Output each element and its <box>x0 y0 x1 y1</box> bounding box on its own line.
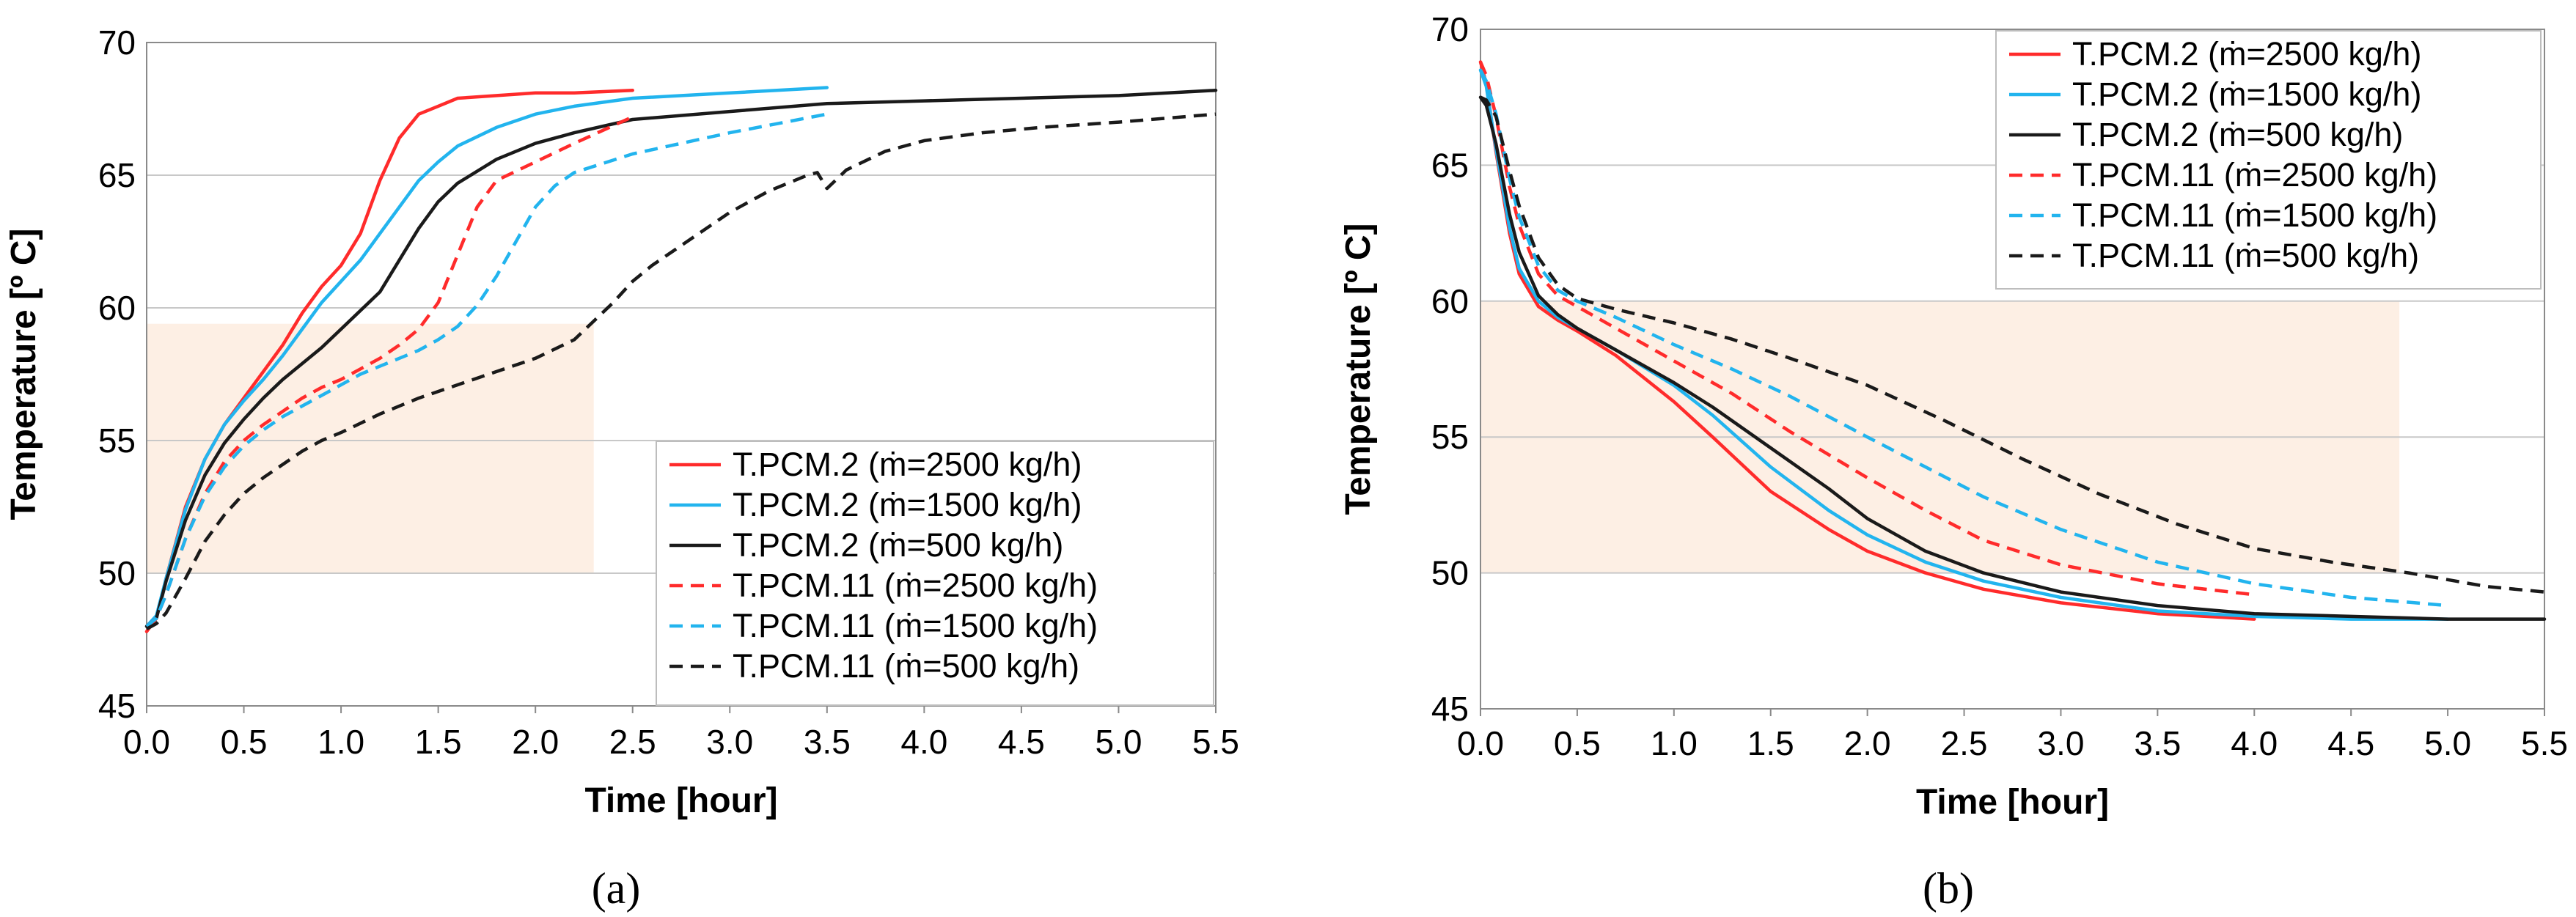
series-line-3 <box>144 88 1218 628</box>
legend: T.PCM.2 (ṁ=2500 kg/h)T.PCM.2 (ṁ=1500 kg/… <box>1995 30 2542 290</box>
panel-label-a: (a) <box>592 864 641 913</box>
shaded-region <box>147 323 594 573</box>
series-line-2 <box>144 86 829 628</box>
x-tick-label: 0.0 <box>123 723 170 761</box>
legend-box <box>656 441 1214 706</box>
legend-entry: T.PCM.11 (ṁ=2500 kg/h) <box>2072 156 2437 194</box>
y-axis-title: Temperature [º C] <box>1339 223 1378 515</box>
legend-entry: T.PCM.2 (ṁ=1500 kg/h) <box>2072 76 2421 113</box>
x-tick-label: 1.0 <box>318 723 364 761</box>
x-tick-label: 3.0 <box>2037 724 2084 762</box>
x-tick-label: 4.0 <box>2231 724 2278 762</box>
y-axis-title: Temperature [º C] <box>4 228 43 520</box>
legend-entry: T.PCM.2 (ṁ=1500 kg/h) <box>733 486 1082 523</box>
legend-entry: T.PCM.11 (ṁ=500 kg/h) <box>733 647 1079 685</box>
legend-entry: T.PCM.2 (ṁ=2500 kg/h) <box>2072 35 2421 73</box>
x-tick-label: 5.5 <box>2521 724 2568 762</box>
x-tick-label: 5.5 <box>1192 723 1239 761</box>
plot-frame <box>1480 29 2545 710</box>
x-axis-title: Time [hour] <box>584 781 777 820</box>
x-tick-label: 1.5 <box>1747 724 1794 762</box>
x-tick-label: 3.5 <box>804 723 851 761</box>
y-tick-label: 50 <box>1431 554 1469 592</box>
legend-entry: T.PCM.2 (ṁ=500 kg/h) <box>733 526 1063 564</box>
x-tick-label: 0.0 <box>1457 724 1504 762</box>
legend-entry: T.PCM.2 (ṁ=500 kg/h) <box>2072 116 2403 153</box>
x-tick-label: 1.0 <box>1651 724 1698 762</box>
x-tick-label: 1.5 <box>415 723 462 761</box>
x-tick-label: 2.5 <box>1941 724 1988 762</box>
legend-entry: T.PCM.11 (ṁ=1500 kg/h) <box>733 607 1098 644</box>
y-tick-label: 70 <box>98 23 136 62</box>
chart-a: 45 50 55 60 65 70 0.0 0.5 1.0 1.5 2.0 2.5 3.0 3.5 4.0 4… <box>4 23 1239 820</box>
chart-b: 45 50 55 60 65 70 0.0 0.5 1.0 1.5 2.0 2.5 3.0 3.5 4.0 4… <box>1339 10 2568 822</box>
legend-entry: T.PCM.11 (ṁ=500 kg/h) <box>2072 237 2419 274</box>
x-tick-label: 0.5 <box>221 723 268 761</box>
x-tick-label: 5.0 <box>2424 724 2471 762</box>
legend-entry: T.PCM.11 (ṁ=2500 kg/h) <box>733 567 1098 604</box>
legend-entry: T.PCM.11 (ṁ=1500 kg/h) <box>2072 196 2437 234</box>
legend: T.PCM.2 (ṁ=2500 kg/h)T.PCM.2 (ṁ=1500 kg/… <box>656 441 1214 706</box>
x-tick-label: 3.0 <box>706 723 753 761</box>
x-tick-label: 2.0 <box>1844 724 1891 762</box>
series-line-2 <box>1478 68 2450 621</box>
legend-box <box>1995 30 2542 290</box>
y-tick-label: 45 <box>98 687 136 725</box>
series-line-5 <box>145 112 828 628</box>
x-tick-label: 4.5 <box>2327 724 2374 762</box>
x-axis-title: Time [hour] <box>1916 783 2109 822</box>
x-tick-label: 3.5 <box>2134 724 2181 762</box>
y-tick-label: 60 <box>98 289 136 327</box>
legend-entry: T.PCM.2 (ṁ=2500 kg/h) <box>733 446 1082 483</box>
x-tick-label: 4.5 <box>998 723 1045 761</box>
x-tick-label: 2.0 <box>512 723 559 761</box>
panel-label-b: (b) <box>1923 864 1974 913</box>
y-tick-label: 65 <box>98 156 136 194</box>
y-tick-label: 55 <box>1431 418 1469 456</box>
x-tick-label: 4.0 <box>900 723 947 761</box>
y-tick-label: 55 <box>98 421 136 460</box>
series-line-3 <box>1478 95 2547 621</box>
y-tick-label: 50 <box>98 554 136 592</box>
series-line-6 <box>145 112 1217 630</box>
x-tick-label: 5.0 <box>1095 723 1142 761</box>
y-tick-label: 60 <box>1431 282 1469 320</box>
y-tick-label: 70 <box>1431 10 1469 48</box>
y-tick-label: 45 <box>1431 690 1469 728</box>
x-tick-label: 0.5 <box>1554 724 1601 762</box>
x-tick-label: 2.5 <box>609 723 656 761</box>
series-line-5 <box>1479 69 2448 608</box>
y-tick-label: 65 <box>1431 146 1469 184</box>
